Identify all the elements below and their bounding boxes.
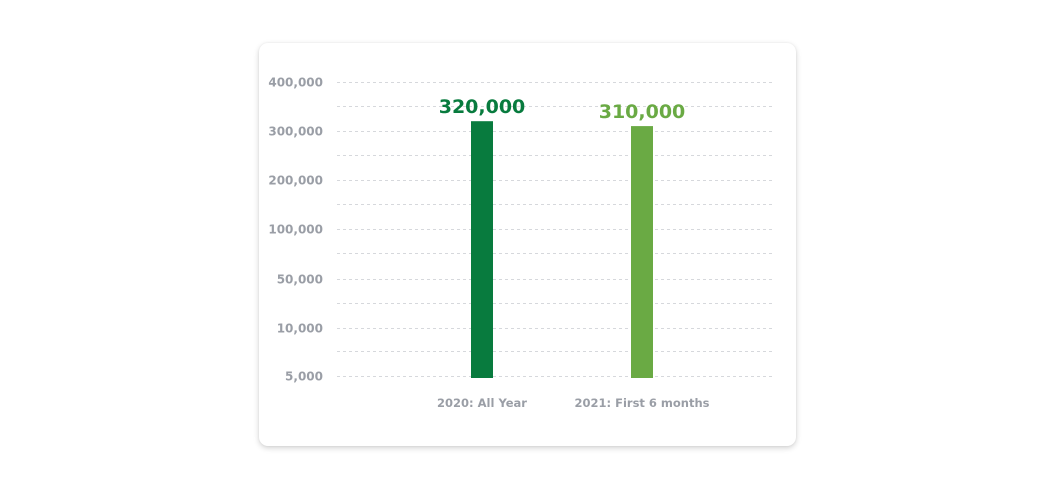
y-tick-label: 10,000 <box>277 322 323 336</box>
bar <box>631 126 653 378</box>
data-labels: 320,000 310,000 <box>439 96 686 123</box>
bars <box>471 121 653 378</box>
y-tick-label: 50,000 <box>277 273 323 287</box>
chart-card <box>259 43 796 446</box>
y-tick-label: 400,000 <box>268 76 323 90</box>
bar-value-label: 310,000 <box>599 101 686 123</box>
y-tick-label: 200,000 <box>268 174 323 188</box>
grid-lines <box>337 82 775 377</box>
x-category-label: 2021: First 6 months <box>574 396 709 410</box>
y-tick-label: 5,000 <box>285 370 323 384</box>
y-tick-label: 300,000 <box>268 125 323 139</box>
bar <box>471 121 493 378</box>
bar-value-label: 320,000 <box>439 96 526 118</box>
y-axis-ticks: 400,000 300,000 200,000 100,000 50,000 10,000… <box>268 76 323 384</box>
y-tick-label: 100,000 <box>268 223 323 237</box>
x-axis-categories: 2020: All Year 2021: First 6 months <box>437 396 710 410</box>
x-category-label: 2020: All Year <box>437 396 527 410</box>
